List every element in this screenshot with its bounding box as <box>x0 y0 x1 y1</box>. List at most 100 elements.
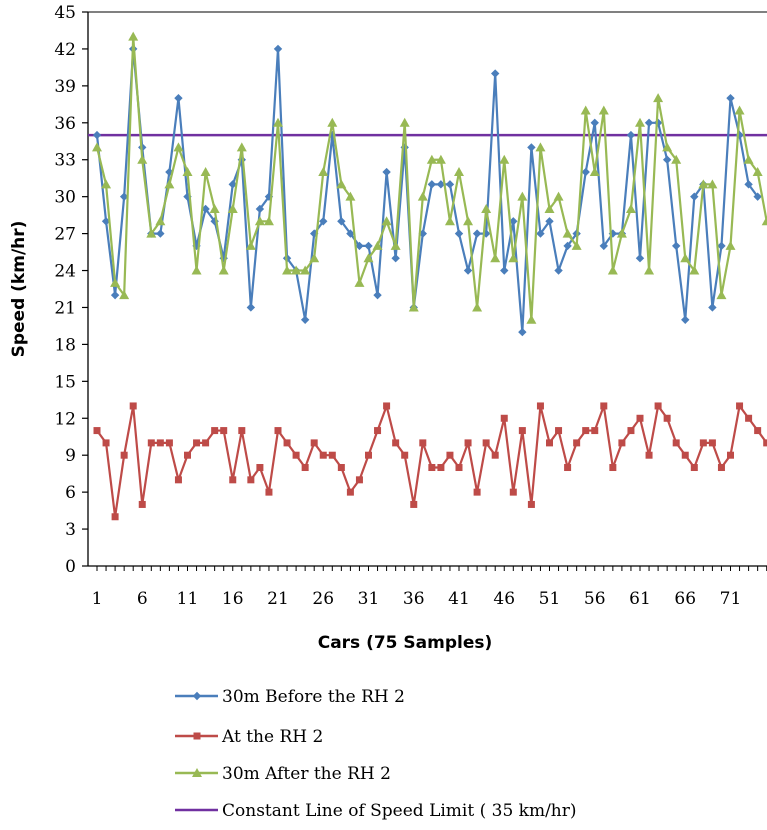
data-point-square <box>699 439 707 447</box>
data-point-triangle <box>354 277 365 287</box>
x-axis-title: Cars (75 Samples) <box>318 633 493 653</box>
y-tick-label: 21 <box>54 298 76 318</box>
data-point-triangle <box>562 228 573 238</box>
y-tick-label: 27 <box>54 225 76 245</box>
data-point-triangle <box>662 142 673 152</box>
data-point-triangle <box>635 117 645 127</box>
data-point-diamond <box>391 254 400 263</box>
data-point-square <box>654 402 662 410</box>
data-point-diamond <box>445 180 455 189</box>
legend-label: At the RH 2 <box>221 727 323 747</box>
data-point-square <box>546 439 553 447</box>
data-point-square <box>727 451 734 459</box>
series-2 <box>93 402 767 521</box>
data-point-triangle <box>155 216 166 226</box>
data-point-square <box>745 414 753 422</box>
series-line <box>95 47 759 334</box>
data-point-square <box>392 439 400 447</box>
y-tick-label: 3 <box>65 520 76 540</box>
x-tick-label: 11 <box>177 589 199 609</box>
data-point-triangle <box>282 265 293 275</box>
data-point-square <box>555 427 563 435</box>
data-point-diamond <box>337 217 346 226</box>
data-point-triangle <box>508 253 519 263</box>
data-point-square <box>582 427 590 435</box>
data-point-triangle <box>263 216 274 226</box>
data-point-diamond <box>463 266 473 275</box>
data-point-square <box>536 402 544 410</box>
data-point-triangle <box>535 142 546 152</box>
data-point-diamond <box>563 241 572 251</box>
y-tick-label: 33 <box>54 151 76 171</box>
data-point-triangle <box>589 167 600 177</box>
data-point-square <box>328 451 336 459</box>
data-point-diamond <box>518 327 527 337</box>
data-point-triangle <box>761 216 767 226</box>
data-point-triangle <box>499 154 510 164</box>
data-point-square <box>736 402 744 410</box>
data-point-triangle <box>218 265 229 275</box>
data-point-diamond <box>156 229 165 238</box>
y-tick-label: 12 <box>54 409 76 429</box>
data-point-square <box>247 476 255 484</box>
data-point-diamond <box>581 167 590 177</box>
data-point-square <box>365 451 372 459</box>
y-tick-label: 6 <box>65 483 76 503</box>
data-point-triangle <box>743 154 754 164</box>
data-point-diamond <box>373 290 382 300</box>
series-line <box>95 35 767 321</box>
data-point-square <box>401 451 409 459</box>
x-tick-label: 46 <box>493 589 515 609</box>
data-point-diamond <box>346 229 355 238</box>
data-point-triangle <box>173 142 184 152</box>
data-point-triangle <box>390 240 401 250</box>
y-tick-label: 45 <box>54 3 76 23</box>
data-point-square <box>138 500 146 508</box>
legend-item: Constant Line of Speed Limit ( 35 km/hr) <box>175 801 577 821</box>
x-tick-label: 21 <box>267 589 289 609</box>
data-point-triangle <box>454 167 464 177</box>
data-point-diamond <box>436 180 446 189</box>
data-point-square <box>102 439 110 447</box>
data-point-square <box>754 427 762 435</box>
data-point-diamond <box>735 130 744 140</box>
data-point-diamond <box>635 254 645 263</box>
data-point-diamond <box>246 303 256 312</box>
data-point-square <box>346 488 354 496</box>
data-point-triangle <box>164 179 175 189</box>
data-point-square <box>618 439 626 447</box>
series-layer <box>88 31 767 521</box>
data-point-triangle <box>490 253 501 263</box>
data-point-square <box>274 427 282 435</box>
data-point-diamond <box>590 118 599 127</box>
data-point-triangle <box>291 265 302 275</box>
data-point-square <box>600 402 608 410</box>
data-point-triangle <box>671 154 682 164</box>
data-point-triangle <box>192 768 202 777</box>
data-point-triangle <box>707 179 718 189</box>
data-point-diamond <box>491 69 500 78</box>
data-point-diamond <box>527 143 536 152</box>
data-point-triangle <box>408 302 419 312</box>
x-tick-label: 51 <box>539 589 561 609</box>
data-point-diamond <box>300 315 310 324</box>
data-point-triangle <box>625 203 636 213</box>
x-tick-label: 31 <box>358 589 380 609</box>
data-point-triangle <box>200 167 211 177</box>
data-point-triangle <box>517 191 528 201</box>
y-tick-label: 30 <box>54 188 76 208</box>
data-point-square <box>229 476 237 484</box>
data-point-square <box>473 488 481 496</box>
data-point-triangle <box>318 167 329 177</box>
x-tick-label: 66 <box>674 589 696 609</box>
data-point-square <box>410 500 418 508</box>
axes <box>82 11 767 571</box>
series-1 <box>92 44 762 337</box>
data-point-square <box>564 464 572 472</box>
data-point-diamond <box>626 130 636 140</box>
y-tick-label: 9 <box>65 446 76 466</box>
data-point-square <box>193 439 201 447</box>
data-point-triangle <box>182 167 193 177</box>
data-point-square <box>636 414 644 422</box>
